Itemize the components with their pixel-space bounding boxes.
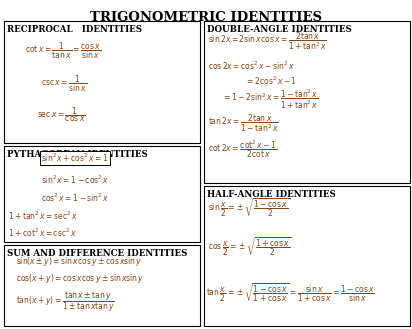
Text: $\sin\dfrac{x}{2} = \pm\sqrt{\dfrac{1-\cos x}{2}}$: $\sin\dfrac{x}{2} = \pm\sqrt{\dfrac{1-\c…	[208, 196, 290, 219]
Text: $\cos\dfrac{x}{2} = \pm\sqrt{\dfrac{1+\cos x}{2}}$: $\cos\dfrac{x}{2} = \pm\sqrt{\dfrac{1+\c…	[208, 236, 292, 259]
Text: $\cos(x + y) = \cos x\cos y \pm \sin x\sin y$: $\cos(x + y) = \cos x\cos y \pm \sin x\s…	[16, 271, 145, 285]
Text: $\cot 2x = \dfrac{\cot^2 x - 1}{2\cot x}$: $\cot 2x = \dfrac{\cot^2 x - 1}{2\cot x}…	[208, 138, 277, 160]
Text: $\sin 2x = 2\sin x\cos x = \dfrac{2\tan x}{1+\tan^2 x}$: $\sin 2x = 2\sin x\cos x = \dfrac{2\tan …	[208, 30, 327, 52]
Text: $\tan 2x = \dfrac{2\tan x}{1-\tan^2 x}$: $\tan 2x = \dfrac{2\tan x}{1-\tan^2 x}$	[208, 112, 279, 134]
Text: SUM AND DIFFERENCE IDENTITIES: SUM AND DIFFERENCE IDENTITIES	[7, 249, 188, 258]
Text: $\csc x = \dfrac{1}{\sin x}$: $\csc x = \dfrac{1}{\sin x}$	[41, 74, 87, 94]
Text: $\sin^2 x + \cos^2 x = 1$: $\sin^2 x + \cos^2 x = 1$	[41, 152, 109, 164]
Text: RECIPROCAL   IDENTITIES: RECIPROCAL IDENTITIES	[7, 25, 143, 34]
Text: $\sin(x \pm y) = \sin x\cos y \pm \cos x\sin y$: $\sin(x \pm y) = \sin x\cos y \pm \cos x…	[16, 255, 143, 268]
Text: $\sin^2 x = 1 - \cos^2 x$: $\sin^2 x = 1 - \cos^2 x$	[41, 173, 110, 186]
Text: $\sec x = \dfrac{1}{\cos x}$: $\sec x = \dfrac{1}{\cos x}$	[37, 106, 86, 124]
FancyBboxPatch shape	[204, 21, 410, 183]
FancyBboxPatch shape	[4, 21, 200, 143]
Text: $= 1 - 2\sin^2 x = \dfrac{1-\tan^2 x}{1+\tan^2 x}$: $= 1 - 2\sin^2 x = \dfrac{1-\tan^2 x}{1+…	[222, 88, 319, 111]
Text: DOUBLE-ANGLE IDENTITIES: DOUBLE-ANGLE IDENTITIES	[207, 25, 352, 34]
Text: $\cos^2 x = 1 - \sin^2 x$: $\cos^2 x = 1 - \sin^2 x$	[41, 191, 110, 204]
Text: PYTHAGOREAN IDENTITIES: PYTHAGOREAN IDENTITIES	[7, 150, 148, 159]
Text: $\cos 2x = \cos^2 x - \sin^2 x$: $\cos 2x = \cos^2 x - \sin^2 x$	[208, 60, 295, 72]
Text: $\tan\dfrac{x}{2} = \pm\sqrt{\dfrac{1-\cos x}{1+\cos x}} = \dfrac{\sin x}{1+\cos: $\tan\dfrac{x}{2} = \pm\sqrt{\dfrac{1-\c…	[206, 282, 375, 305]
FancyBboxPatch shape	[4, 146, 200, 242]
Text: $= 2\cos^2 x - 1$: $= 2\cos^2 x - 1$	[245, 75, 297, 88]
Text: $\tan(x + y) = \dfrac{\tan x \pm \tan y}{1 \pm \tan x\tan y}$: $\tan(x + y) = \dfrac{\tan x \pm \tan y}…	[16, 290, 115, 314]
Text: HALF-ANGLE IDENTITIES: HALF-ANGLE IDENTITIES	[207, 190, 336, 199]
Text: $\cot x = \dfrac{1}{\tan x} = \dfrac{\cos x}{\sin x}$: $\cot x = \dfrac{1}{\tan x} = \dfrac{\co…	[25, 41, 101, 61]
FancyBboxPatch shape	[4, 245, 200, 326]
Text: TRIGONOMETRIC IDENTITIES: TRIGONOMETRIC IDENTITIES	[90, 11, 322, 24]
Text: $1 + \tan^2 x = \sec^2 x$: $1 + \tan^2 x = \sec^2 x$	[8, 209, 78, 222]
Text: $1 + \cot^2 x = \csc^2 x$: $1 + \cot^2 x = \csc^2 x$	[8, 226, 77, 239]
FancyBboxPatch shape	[204, 186, 410, 326]
